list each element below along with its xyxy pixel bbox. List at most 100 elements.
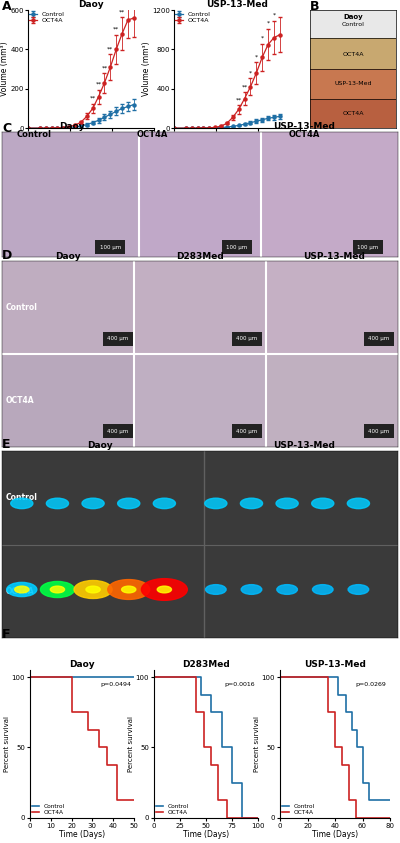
Legend: Control, OCT4A: Control, OCT4A: [282, 803, 316, 816]
Text: 400 μm: 400 μm: [368, 336, 389, 341]
Control: [256, 813, 260, 823]
OCT4A: [346, 760, 351, 771]
Circle shape: [82, 498, 104, 508]
Title: USP-13-Med: USP-13-Med: [304, 660, 366, 669]
OCT4A: [256, 813, 260, 823]
Text: 400 μm: 400 μm: [108, 336, 129, 341]
Text: p=0.0269: p=0.0269: [356, 682, 387, 687]
Control: [335, 672, 340, 682]
Control: [219, 707, 224, 717]
OCT4A: [216, 760, 221, 771]
Text: **: **: [242, 84, 248, 89]
Circle shape: [241, 585, 262, 594]
Control: [335, 690, 340, 700]
Text: USP-13-Med: USP-13-Med: [273, 122, 335, 131]
Text: *: *: [261, 35, 264, 40]
Line: Control: Control: [280, 677, 390, 800]
OCT4A: [193, 707, 198, 717]
OCT4A: [96, 743, 101, 753]
Text: Control: Control: [6, 493, 38, 502]
Text: Daoy: Daoy: [343, 13, 363, 19]
OCT4A: [209, 760, 214, 771]
OCT4A: [152, 672, 156, 682]
Control: [360, 743, 365, 753]
Text: **: **: [101, 65, 108, 70]
OCT4A: [202, 707, 206, 717]
Control: [344, 690, 348, 700]
Text: OCT4A: OCT4A: [136, 130, 168, 138]
Circle shape: [312, 585, 333, 594]
Legend: Control, OCT4A: Control, OCT4A: [32, 803, 66, 816]
Text: **: **: [90, 95, 96, 100]
OCT4A: [115, 760, 120, 771]
Text: USP-13-Med: USP-13-Med: [273, 442, 335, 450]
Text: 100 μm: 100 μm: [100, 244, 121, 250]
OCT4A: [132, 795, 136, 805]
X-axis label: Time (Days): Time (Days): [183, 830, 229, 839]
OCT4A: [28, 672, 32, 682]
Text: Daoy: Daoy: [55, 252, 81, 260]
OCT4A: [333, 707, 338, 717]
Text: 400 μm: 400 μm: [368, 429, 389, 434]
Bar: [134, 261, 266, 354]
Control: [209, 690, 214, 700]
Text: p=0.0494: p=0.0494: [100, 682, 131, 687]
Text: Control: Control: [342, 22, 364, 27]
Control: [344, 707, 348, 717]
Title: D283Med: D283Med: [182, 660, 230, 669]
Y-axis label: Percent survival: Percent survival: [128, 716, 134, 772]
Bar: [2, 261, 134, 354]
OCT4A: [340, 760, 344, 771]
Circle shape: [153, 498, 176, 508]
Circle shape: [7, 583, 37, 597]
Bar: [261, 132, 398, 257]
Bar: [2, 132, 139, 257]
Text: 100 μm: 100 μm: [357, 244, 378, 250]
Text: Daoy: Daoy: [87, 442, 113, 450]
Bar: [139, 132, 261, 257]
OCT4A: [388, 813, 392, 823]
Circle shape: [15, 586, 29, 593]
Text: **: **: [113, 27, 119, 32]
Circle shape: [206, 585, 226, 594]
Text: *: *: [249, 71, 252, 76]
OCT4A: [224, 813, 229, 823]
OCT4A: [202, 743, 206, 753]
Text: USP-13-Med: USP-13-Med: [303, 252, 365, 260]
Control: [219, 743, 224, 753]
Circle shape: [86, 586, 100, 593]
Circle shape: [118, 498, 140, 508]
Circle shape: [205, 498, 227, 508]
Control: [367, 777, 372, 787]
X-axis label: Time (Days): Time (Days): [59, 830, 105, 839]
Text: F: F: [2, 628, 10, 642]
Text: B: B: [310, 0, 320, 13]
Circle shape: [46, 498, 68, 508]
Legend: Control, OCT4A: Control, OCT4A: [156, 803, 190, 816]
Text: OCT4A: OCT4A: [6, 587, 34, 596]
Control: [349, 707, 354, 717]
Control: [230, 743, 234, 753]
Y-axis label: Volume (mm³): Volume (mm³): [142, 42, 150, 96]
Circle shape: [312, 498, 334, 508]
Title: USP-13-Med: USP-13-Med: [206, 0, 268, 9]
Title: Daoy: Daoy: [78, 0, 104, 9]
Circle shape: [347, 498, 370, 508]
Control: [209, 707, 214, 717]
X-axis label: Time (Days): Time (Days): [68, 140, 114, 148]
Control: [240, 777, 245, 787]
OCT4A: [104, 760, 109, 771]
Line: OCT4A: OCT4A: [30, 677, 134, 800]
Bar: [310, 99, 396, 128]
OCT4A: [216, 795, 221, 805]
OCT4A: [224, 795, 229, 805]
Control: [230, 777, 234, 787]
OCT4A: [104, 743, 109, 753]
Text: **: **: [236, 97, 242, 102]
Circle shape: [277, 585, 298, 594]
Circle shape: [141, 578, 187, 600]
Control: [360, 777, 365, 787]
OCT4A: [209, 743, 214, 753]
Text: OCT4A: OCT4A: [342, 111, 364, 115]
Legend: Control, OCT4A: Control, OCT4A: [29, 11, 65, 24]
